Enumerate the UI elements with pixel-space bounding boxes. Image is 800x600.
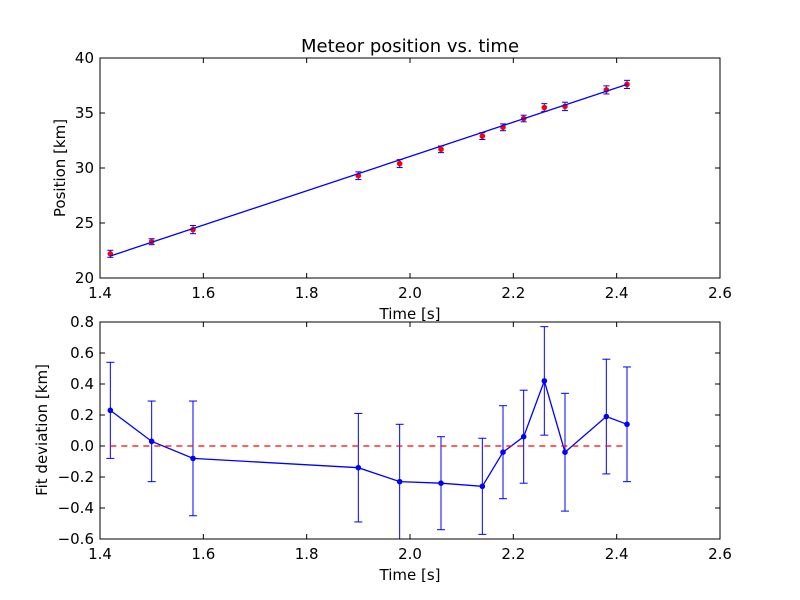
deviation-point — [479, 483, 486, 490]
deviation-point — [520, 433, 527, 440]
data-point — [438, 146, 444, 153]
deviation-ytick-label: 0.8 — [70, 313, 94, 331]
deviation-ytick-label: −0.4 — [58, 499, 94, 517]
position-ytick-label: 40 — [75, 49, 94, 67]
deviation-point — [107, 407, 114, 414]
position-ytick-label: 35 — [75, 104, 94, 122]
position-xtick-label: 2.0 — [398, 284, 422, 302]
deviation-ytick-label: −0.2 — [58, 468, 94, 486]
deviation-ytick-label: −0.6 — [58, 530, 94, 548]
position-xtick-label: 1.6 — [191, 284, 215, 302]
position-plot-xlabel: Time [s] — [379, 305, 441, 323]
position-ytick-label: 30 — [75, 159, 94, 177]
position-xtick-label: 1.8 — [295, 284, 319, 302]
deviation-point — [190, 455, 196, 462]
deviation-xtick-label: 1.4 — [88, 545, 112, 563]
data-point — [541, 104, 548, 111]
data-point — [396, 160, 403, 167]
deviation-point — [396, 478, 403, 485]
deviation-plot-xlabel: Time [s] — [379, 566, 441, 584]
deviation-ytick-label: 0.4 — [70, 375, 94, 393]
position-plot-title: Meteor position vs. time — [301, 36, 519, 57]
position-ytick-label: 25 — [75, 214, 94, 232]
deviation-point — [624, 421, 630, 428]
deviation-point — [562, 449, 568, 456]
deviation-plot: 1.4 1.6 1.8 2.0 2.2 2.4 2.6 −0.6 −0.4 −0.2 0.0 0.2 0… — [33, 313, 732, 584]
deviation-point — [355, 464, 362, 471]
data-point — [479, 133, 486, 139]
deviation-plot-ticks: 1.4 1.6 1.8 2.0 2.2 2.4 2.6 −0.6 −0.4 −0.2 0.0 0.2 0… — [58, 313, 732, 563]
deviation-xtick-label: 2.2 — [501, 545, 525, 563]
position-plot-area — [107, 79, 630, 258]
deviation-plot-area — [106, 326, 631, 540]
deviation-point — [603, 413, 610, 420]
fit-line — [110, 83, 628, 257]
position-plot: Meteor position vs. time 1.4 1.6 1.8 2.0 2.2… — [51, 36, 732, 323]
deviation-xtick-label: 2.0 — [398, 545, 422, 563]
deviation-point — [541, 378, 548, 384]
position-plot-ylabel: Position [km] — [51, 119, 69, 217]
deviation-xtick-label: 2.4 — [605, 545, 629, 563]
position-xtick-label: 2.4 — [605, 284, 629, 302]
deviation-xtick-label: 1.6 — [191, 545, 215, 563]
deviation-xtick-label: 2.6 — [708, 545, 732, 563]
deviation-point — [148, 438, 155, 445]
deviation-point — [500, 449, 506, 456]
position-xtick-label: 2.6 — [708, 284, 732, 302]
position-plot-ticks: 1.4 1.6 1.8 2.0 2.2 2.4 2.6 20 25 30 35 40 — [75, 49, 732, 302]
deviation-ytick-label: 0.2 — [70, 406, 94, 424]
position-xtick-label: 1.4 — [88, 284, 112, 302]
deviation-ytick-label: 0.0 — [70, 437, 94, 455]
position-ytick-label: 20 — [75, 269, 94, 287]
deviation-xtick-label: 1.8 — [295, 545, 319, 563]
position-xtick-label: 2.2 — [501, 284, 525, 302]
deviation-point — [438, 480, 444, 487]
deviation-ytick-label: 0.6 — [70, 344, 94, 362]
deviation-plot-ylabel: Fit deviation [km] — [33, 364, 51, 496]
